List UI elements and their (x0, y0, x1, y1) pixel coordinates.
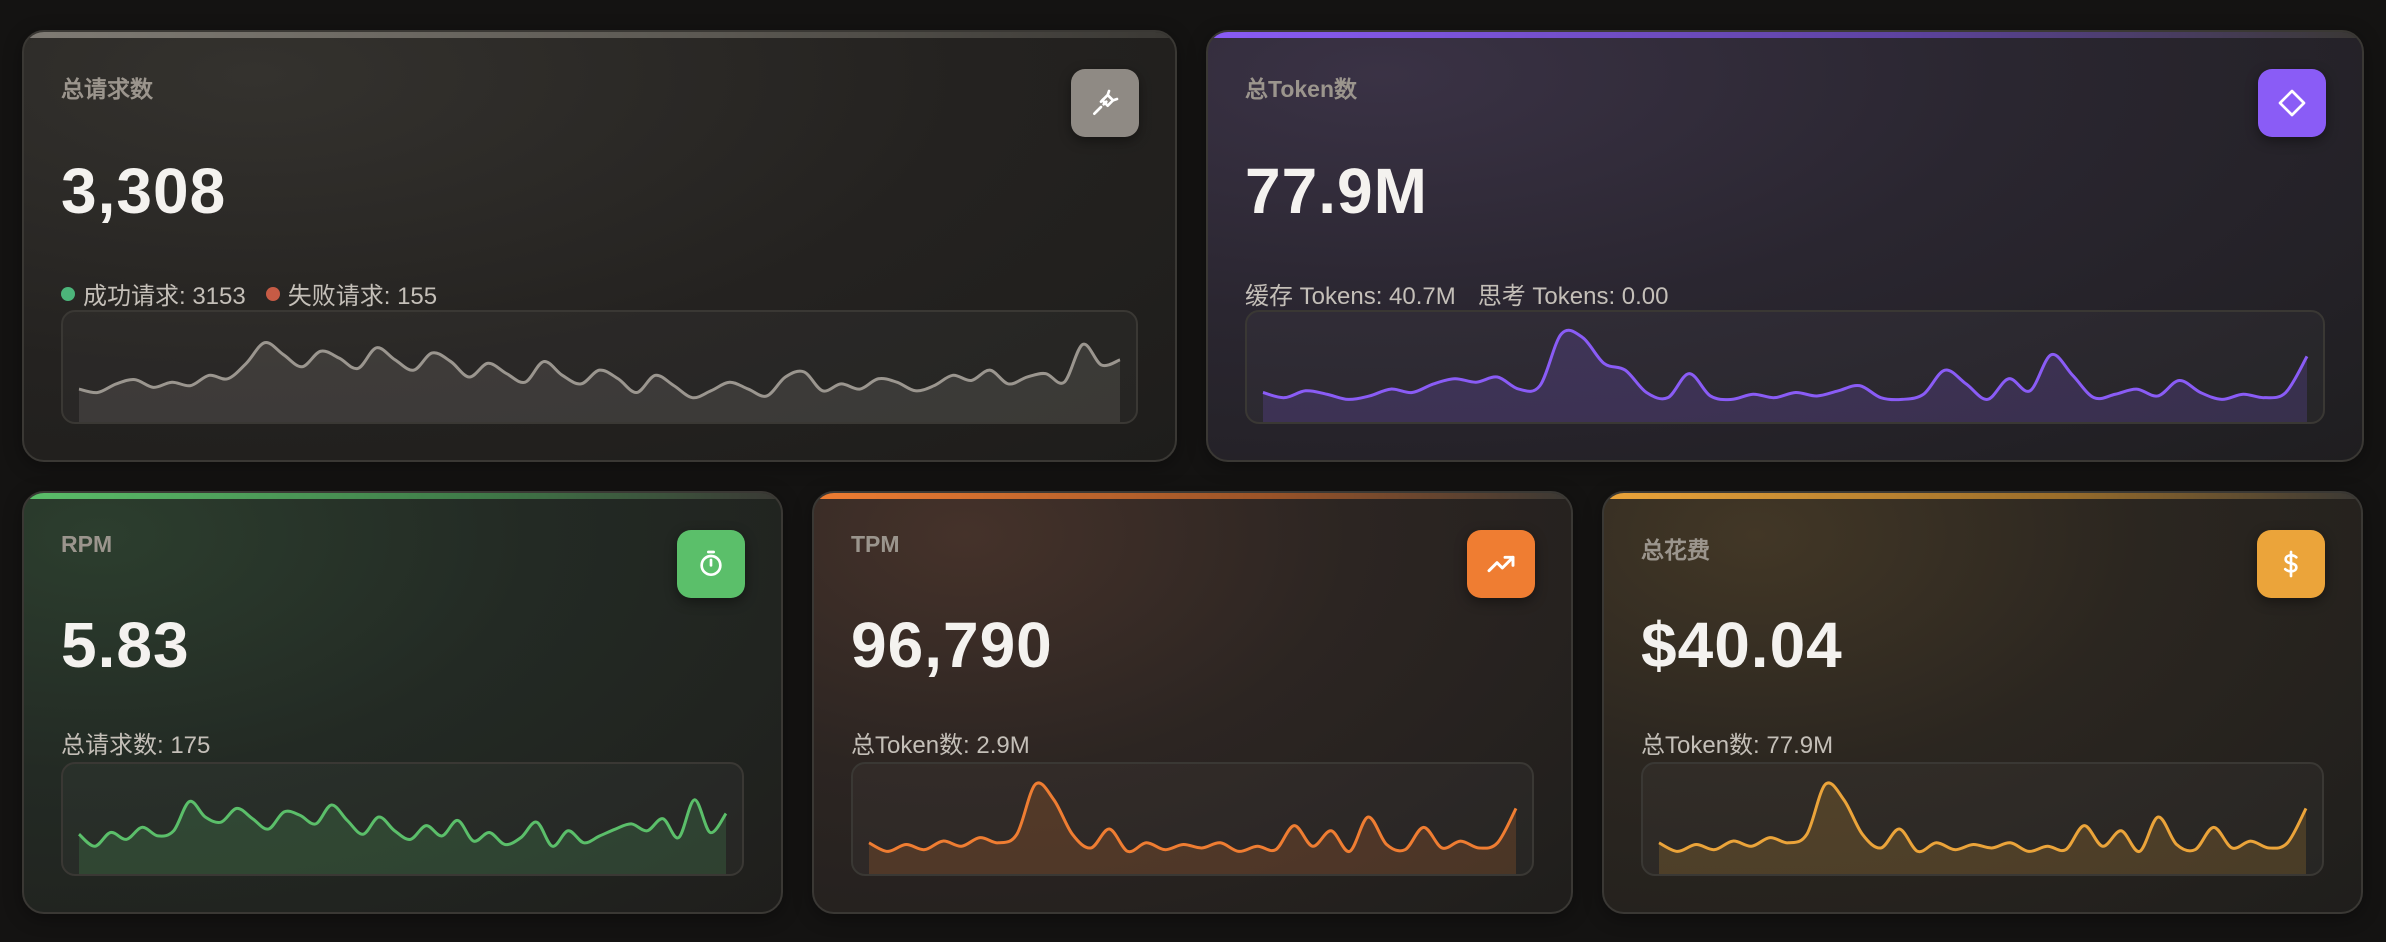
card-value: 3,308 (61, 155, 227, 227)
card-label: TPM (851, 531, 900, 557)
card-value: 77.9M (1245, 155, 1428, 227)
card-accent-line (1208, 32, 2362, 38)
sparkline-svg (1262, 328, 2309, 422)
cache-tokens: 缓存 Tokens: 40.7M (1245, 283, 1456, 310)
sparkline-chart (1245, 310, 2325, 424)
sparkline-area (1659, 782, 2306, 874)
sparkline-svg (868, 781, 1518, 874)
stat-card-tpm: TPM 96,790 总Token数: 2.9M (812, 491, 1573, 914)
fail-dot-icon (265, 286, 280, 301)
diamond-icon[interactable] (2258, 69, 2326, 137)
sparkline-chart (851, 762, 1534, 876)
think-tokens: 思考 Tokens: 0.00 (1477, 283, 1669, 310)
stat-card-total-cost: 总花费 $40.04 总Token数: 77.9M (1602, 491, 2363, 914)
sparkline-svg (77, 798, 728, 874)
card-label: 总Token数 (1245, 76, 1358, 102)
dollar-icon[interactable] (2257, 530, 2325, 598)
card-subtext: 总Token数: 2.9M (851, 732, 1030, 759)
card-value: 96,790 (851, 609, 1053, 681)
sparkline-line (1658, 781, 2308, 854)
card-subtext: 总Token数: 77.9M (1641, 732, 1834, 759)
plug-icon[interactable] (1071, 69, 1139, 137)
sparkline-svg (78, 341, 1121, 422)
stat-card-total-tokens: 总Token数 77.9M 缓存 Tokens: 40.7M 思考 Tokens… (1206, 30, 2364, 462)
stat-card-total-requests: 总请求数 3,308 成功请求: 3153 失败请求: 155 (22, 30, 1177, 462)
fail-count: 失败请求: 155 (287, 283, 438, 310)
card-accent-line (814, 493, 1571, 499)
sparkline-line (868, 781, 1518, 854)
card-label: 总请求数 (61, 76, 153, 102)
sparkline-chart (61, 310, 1138, 424)
sparkline-area (1263, 330, 2307, 422)
card-value: 5.83 (61, 609, 190, 681)
card-value: $40.04 (1641, 609, 1843, 681)
card-accent-line (24, 493, 781, 499)
card-subtext: 总请求数: 175 (61, 732, 211, 759)
sparkline-svg (1658, 781, 2308, 874)
sparkline-line (1262, 328, 2309, 402)
card-subtext: 缓存 Tokens: 40.7M 思考 Tokens: 0.00 (1245, 276, 1669, 311)
sparkline-area (79, 342, 1120, 422)
trending-up-icon[interactable] (1467, 530, 1535, 598)
sparkline-line (77, 798, 728, 848)
success-count: 成功请求: 3153 (83, 283, 246, 310)
card-subtext: 成功请求: 3153 失败请求: 155 (61, 276, 437, 311)
sparkline-line (78, 341, 1121, 400)
stopwatch-icon[interactable] (677, 530, 745, 598)
sparkline-chart (61, 762, 744, 876)
success-dot-icon (61, 286, 75, 301)
sparkline-chart (1641, 762, 2324, 876)
card-accent-line (24, 32, 1175, 38)
card-label: RPM (61, 531, 113, 557)
card-accent-line (1604, 493, 2361, 499)
stat-card-rpm: RPM 5.83 总请求数: 175 (22, 491, 783, 914)
sparkline-area (869, 782, 1516, 874)
card-label: 总花费 (1641, 537, 1710, 563)
